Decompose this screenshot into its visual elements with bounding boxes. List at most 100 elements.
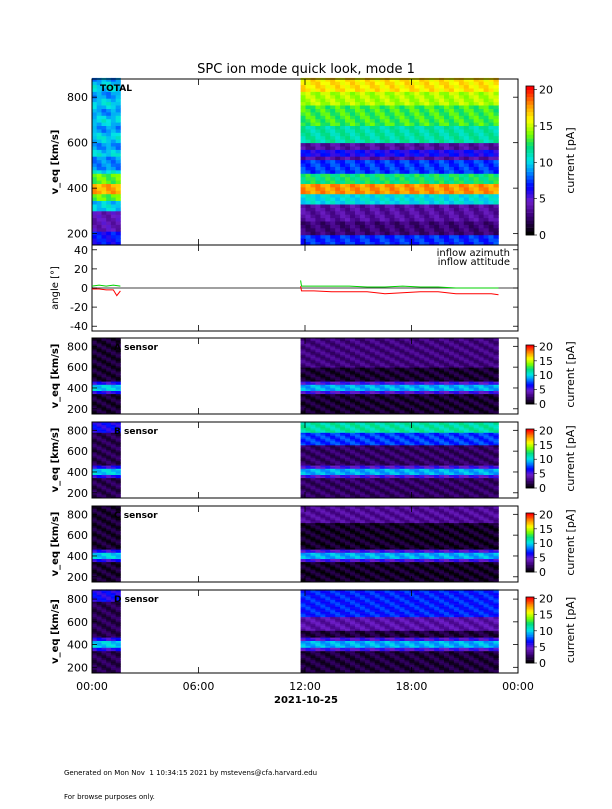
heatmap-cell	[380, 214, 385, 218]
heatmap-cell	[494, 201, 499, 205]
heatmap-cell	[315, 102, 320, 106]
heatmap-cell	[439, 119, 444, 123]
heatmap-cell	[464, 221, 469, 225]
heatmap-cell	[444, 204, 449, 208]
colorbar-swatch	[526, 164, 534, 168]
heatmap-cell	[390, 201, 395, 205]
heatmap-cell	[306, 228, 311, 232]
heatmap-cell	[464, 177, 469, 181]
heatmap-cell	[434, 156, 439, 160]
heatmap-cell	[380, 112, 385, 116]
heatmap-cell	[355, 81, 360, 85]
heatmap-cell	[395, 225, 400, 229]
heatmap-cell	[434, 187, 439, 191]
heatmap-cell	[494, 221, 499, 225]
heatmap-cell	[429, 115, 434, 119]
heatmap-cell	[434, 231, 439, 235]
heatmap-cell	[355, 146, 360, 150]
heatmap-cell	[464, 126, 469, 130]
heatmap-cell	[459, 119, 464, 123]
heatmap-cell	[375, 122, 380, 126]
heatmap-cell	[345, 156, 350, 160]
heatmap-cell	[459, 95, 464, 99]
heatmap-cell	[330, 81, 335, 85]
heatmap-cell	[325, 218, 330, 222]
heatmap-cell	[419, 204, 424, 208]
heatmap-cell	[429, 214, 434, 218]
heatmap-cell	[97, 208, 102, 212]
heatmap-cell	[301, 126, 306, 130]
heatmap-cell	[419, 119, 424, 123]
heatmap-cell	[449, 136, 454, 140]
heatmap-cell	[320, 132, 325, 136]
heatmap-cell	[400, 214, 405, 218]
heatmap-cell	[335, 201, 340, 205]
heatmap-cell	[424, 197, 429, 201]
heatmap-cell	[469, 143, 474, 147]
heatmap-cell	[375, 153, 380, 157]
heatmap-cell	[489, 163, 494, 167]
heatmap-cell	[311, 129, 316, 133]
heatmap-cell	[365, 201, 370, 205]
heatmap-cell	[365, 92, 370, 96]
heatmap-cell	[102, 102, 107, 106]
heatmap-cell	[335, 225, 340, 229]
heatmap-cell	[395, 112, 400, 116]
heatmap-cell	[380, 238, 385, 242]
heatmap-cell	[380, 153, 385, 157]
heatmap-cell	[111, 197, 116, 201]
heatmap-cell	[385, 231, 390, 235]
heatmap-cell	[439, 81, 444, 85]
heatmap-cell	[355, 238, 360, 242]
heatmap-cell	[459, 143, 464, 147]
heatmap-cell	[395, 85, 400, 89]
heatmap-cell	[360, 122, 365, 126]
heatmap-cell	[400, 143, 405, 147]
heatmap-cell	[345, 146, 350, 150]
heatmap-cell	[459, 115, 464, 119]
heatmap-cell	[444, 136, 449, 140]
heatmap-cell	[395, 143, 400, 147]
heatmap-cell	[301, 201, 306, 205]
heatmap-cell	[320, 170, 325, 174]
heatmap-cell	[330, 180, 335, 184]
heatmap-cell	[355, 109, 360, 113]
heatmap-cell	[449, 238, 454, 242]
heatmap-cell	[459, 177, 464, 181]
heatmap-cell	[325, 78, 330, 82]
heatmap-cell	[464, 187, 469, 191]
heatmap-cell	[350, 190, 355, 194]
heatmap-cell	[459, 173, 464, 177]
heatmap-cell	[92, 122, 97, 126]
heatmap-cell	[464, 204, 469, 208]
heatmap-cell	[439, 238, 444, 242]
heatmap-cell	[464, 150, 469, 154]
heatmap-cell	[489, 225, 494, 229]
heatmap-cell	[106, 136, 111, 140]
heatmap-cell	[395, 150, 400, 154]
heatmap-cell	[414, 150, 419, 154]
heatmap-cell	[449, 95, 454, 99]
colorbar-tick-label: 20	[539, 84, 553, 97]
heatmap-cell	[414, 170, 419, 174]
heatmap-cell	[395, 163, 400, 167]
heatmap-cell	[479, 95, 484, 99]
heatmap-cell	[434, 102, 439, 106]
heatmap-cell	[400, 115, 405, 119]
heatmap-cell	[484, 221, 489, 225]
heatmap-cell	[97, 105, 102, 109]
heatmap-cell	[419, 177, 424, 181]
heatmap-cell	[385, 109, 390, 113]
heatmap-cell	[97, 126, 102, 130]
heatmap-cell	[111, 177, 116, 181]
heatmap-cell	[464, 190, 469, 194]
y-tick-label: 400	[67, 182, 88, 195]
heatmap-cell	[459, 228, 464, 232]
colorbar-tick-label: 10	[539, 369, 553, 382]
heatmap-cell	[474, 109, 479, 113]
heatmap-cell	[375, 231, 380, 235]
heatmap-cell	[301, 146, 306, 150]
heatmap-cell	[484, 143, 489, 147]
heatmap-cell	[464, 218, 469, 222]
heatmap-cell	[97, 218, 102, 222]
